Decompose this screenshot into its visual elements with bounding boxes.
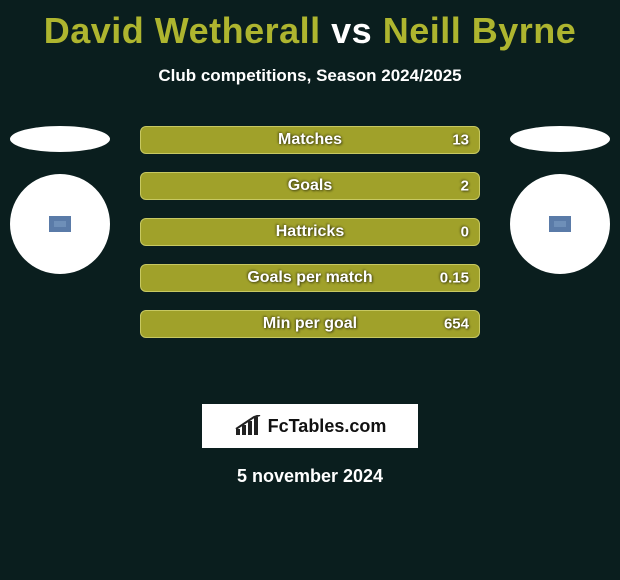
stat-bar-goals: Goals 2 (140, 172, 480, 200)
player-badge-right (510, 174, 610, 274)
stat-value: 0 (461, 224, 469, 241)
subtitle: Club competitions, Season 2024/2025 (0, 66, 620, 86)
stat-bar-hattricks: Hattricks 0 (140, 218, 480, 246)
player-badge-left (10, 174, 110, 274)
player2-name: Neill Byrne (383, 10, 577, 51)
stat-value: 13 (452, 132, 469, 149)
stat-bar-min-per-goal: Min per goal 654 (140, 310, 480, 338)
stats-area: Matches 13 Goals 2 Hattricks 0 Goals per… (0, 126, 620, 386)
logo-box: FcTables.com (202, 404, 418, 448)
vs-text: vs (331, 10, 372, 51)
bar-chart-icon (234, 415, 262, 437)
ellipse-shape (10, 126, 110, 152)
placeholder-icon (49, 216, 71, 232)
stat-value: 0.15 (440, 270, 469, 287)
right-player-graphic (510, 126, 610, 274)
stats-bars: Matches 13 Goals 2 Hattricks 0 Goals per… (140, 126, 480, 338)
left-player-graphic (10, 126, 110, 274)
stat-bar-goals-per-match: Goals per match 0.15 (140, 264, 480, 292)
date-text: 5 november 2024 (0, 466, 620, 487)
stat-label: Goals per match (247, 269, 372, 287)
player1-name: David Wetherall (44, 10, 321, 51)
logo-text: FcTables.com (268, 416, 387, 437)
page-title: David Wetherall vs Neill Byrne (0, 0, 620, 52)
stat-label: Hattricks (276, 223, 344, 241)
stat-label: Matches (278, 131, 342, 149)
ellipse-shape (510, 126, 610, 152)
placeholder-icon (549, 216, 571, 232)
stat-value: 654 (444, 316, 469, 333)
stat-value: 2 (461, 178, 469, 195)
stat-label: Goals (288, 177, 332, 195)
stat-bar-matches: Matches 13 (140, 126, 480, 154)
stat-label: Min per goal (263, 315, 357, 333)
